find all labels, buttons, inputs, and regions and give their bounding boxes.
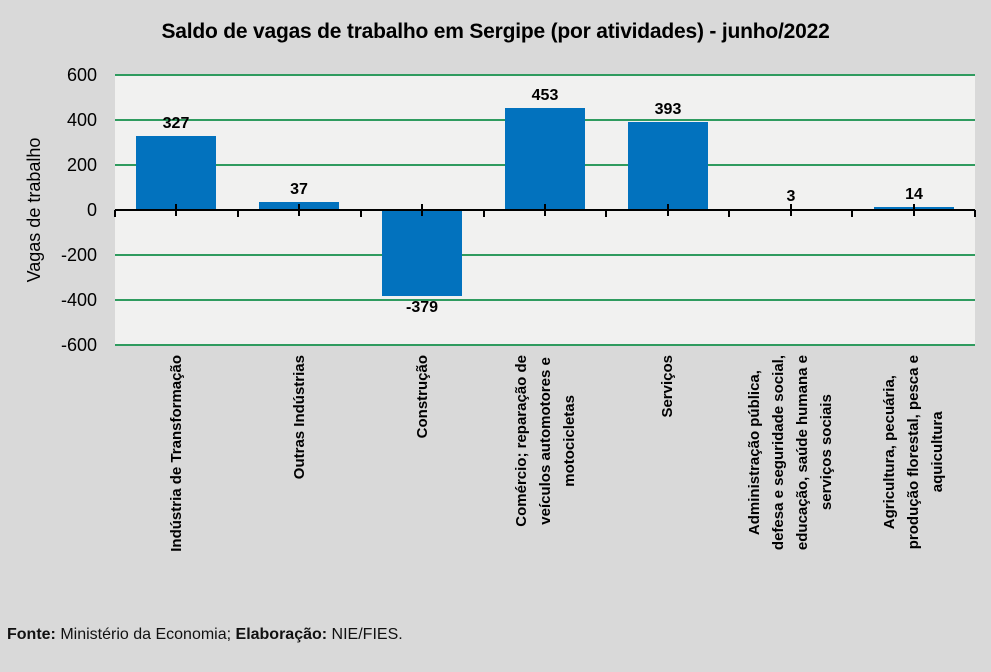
category-label-cell: Administração pública, defesa e segurida… — [729, 355, 852, 613]
elaboration-label: Elaboração: — [235, 626, 328, 643]
y-axis-title: Vagas de trabalho — [24, 137, 44, 283]
category-label-cell: Construção — [361, 355, 484, 613]
y-tick-label: -600 — [60, 335, 97, 355]
plot-area — [115, 75, 975, 345]
category-label-cell: Serviços — [606, 355, 729, 613]
category-label-cell: Agricultura, pecuária, produção floresta… — [852, 355, 975, 613]
category-label: Outras Indústrias — [290, 355, 308, 480]
category-label: Serviços — [658, 355, 676, 418]
y-tick-label: 400 — [66, 110, 97, 130]
category-label-cell: Comércio; reparação de veículos automoto… — [484, 355, 607, 613]
category-label: Comércio; reparação de veículos automoto… — [512, 355, 578, 527]
y-tick-label: 0 — [86, 200, 97, 220]
y-tick-label: 600 — [66, 65, 97, 85]
source-text: Ministério da Economia; — [55, 626, 236, 643]
y-tick-label: -200 — [60, 245, 97, 265]
source-note: Fonte: Ministério da Economia; Elaboraçã… — [7, 626, 403, 644]
source-label: Fonte: — [7, 626, 56, 643]
chart-title: Saldo de vagas de trabalho em Sergipe (p… — [161, 20, 830, 43]
y-tick-label: -400 — [60, 290, 97, 310]
category-label: Administração pública, defesa e segurida… — [745, 355, 835, 551]
category-label: Indústria de Transformação — [167, 355, 185, 552]
category-label: Construção — [413, 355, 431, 439]
category-label: Agricultura, pecuária, produção floresta… — [880, 355, 946, 550]
category-label-cell: Indústria de Transformação — [115, 355, 238, 613]
elaboration-text: NIE/FIES. — [327, 626, 403, 643]
y-tick-label: 200 — [66, 155, 97, 175]
category-label-cell: Outras Indústrias — [238, 355, 361, 613]
